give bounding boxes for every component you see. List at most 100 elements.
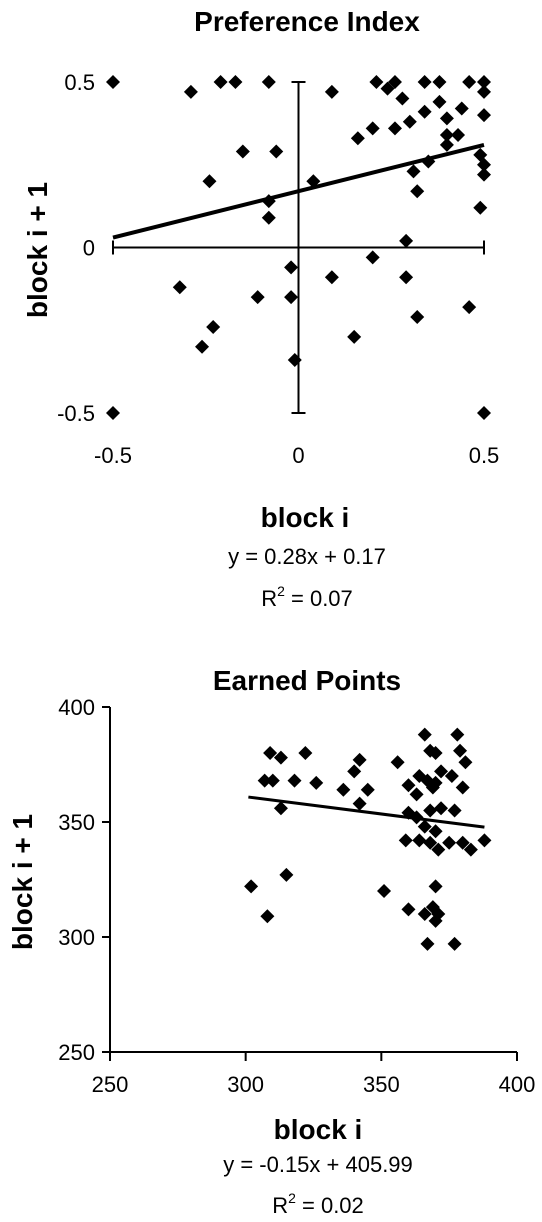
data-point [183, 84, 198, 99]
data-point [417, 75, 432, 89]
trendline-line [112, 142, 485, 240]
data-point [447, 803, 462, 818]
r-squared-exponent: 2 [288, 1190, 296, 1206]
data-point [287, 773, 302, 788]
regression-equation: y = -0.15x + 405.99 [223, 1152, 413, 1177]
y-tick-label: 400 [58, 695, 95, 720]
x-tick-label: 0.5 [469, 443, 500, 468]
data-point [261, 75, 276, 89]
data-point [463, 842, 478, 857]
data-point [390, 755, 405, 770]
data-point [352, 752, 367, 767]
y-axis-label: block i + 1 [22, 182, 53, 318]
y-tick-labels: 0.5 0 -0.5 [57, 70, 95, 426]
data-point [398, 833, 413, 848]
x-tick-labels: -0.5 0 0.5 [94, 443, 499, 468]
data-point [428, 879, 443, 894]
data-point [453, 743, 468, 758]
data-point [477, 406, 491, 420]
data-point [213, 75, 228, 89]
data-point [172, 280, 187, 295]
y-tick-label: -0.5 [57, 401, 95, 426]
x-tick-label: 0 [292, 443, 304, 468]
data-point [423, 803, 438, 818]
data-point [263, 746, 278, 760]
data-point [387, 75, 402, 89]
data-point [206, 319, 221, 334]
r-squared-prefix: R [272, 1193, 288, 1218]
y-tick-label: 300 [58, 925, 95, 950]
x-tick-label: 400 [499, 1072, 536, 1097]
data-point [369, 75, 384, 89]
data-point [409, 810, 424, 825]
regression-equation: y = 0.28x + 0.17 [228, 544, 386, 569]
data-point [462, 300, 477, 315]
data-point [360, 782, 375, 797]
data-point [477, 157, 491, 172]
x-tick-label: 350 [363, 1072, 400, 1097]
data-point [352, 796, 367, 811]
x-axis-label: block i [261, 502, 350, 533]
data-point [473, 200, 488, 215]
data-point [410, 310, 425, 325]
data-point [195, 339, 210, 354]
data-point [454, 101, 469, 116]
data-point [347, 764, 362, 779]
r-squared: R2 = 0.07 [261, 583, 353, 611]
data-point [410, 184, 425, 199]
trendline [248, 795, 485, 829]
data-point [401, 778, 416, 793]
data-point [406, 164, 421, 179]
data-point [432, 94, 447, 109]
data-point [428, 913, 443, 928]
r-squared-value: = 0.02 [296, 1193, 364, 1218]
data-point [235, 144, 250, 159]
data-point [336, 782, 351, 797]
data-point [417, 819, 432, 834]
data-point [402, 114, 417, 129]
data-point [106, 75, 120, 89]
trendline [112, 142, 485, 240]
y-axis-label: block i + 1 [7, 814, 38, 950]
y-tick-labels: 400 350 300 250 [58, 695, 95, 1065]
data-point [428, 746, 443, 760]
data-point [250, 290, 265, 305]
data-point [298, 746, 313, 760]
data-point [261, 210, 276, 225]
data-point [439, 127, 454, 142]
data-point [432, 75, 447, 89]
y-tick-label: 250 [58, 1040, 95, 1065]
data-point [399, 270, 414, 285]
data-point [377, 884, 392, 898]
axes [102, 706, 518, 1061]
data-point [401, 902, 416, 917]
data-point [417, 727, 432, 742]
data-point [477, 833, 492, 848]
x-axis-label: block i [274, 1114, 363, 1145]
data-point [451, 127, 466, 142]
axes [112, 81, 485, 414]
data-point [442, 835, 457, 850]
data-point [417, 907, 432, 921]
data-point [324, 270, 339, 285]
data-point [287, 353, 302, 368]
data-point [347, 329, 362, 344]
chart-title: Earned Points [213, 665, 401, 696]
data-point [380, 81, 395, 96]
chart-preference-index: Preference Index 0.5 0 -0.5 -0.5 0 0.5 block… [22, 6, 499, 611]
data-point [284, 290, 299, 305]
r-squared-exponent: 2 [277, 583, 285, 599]
data-point [431, 842, 446, 857]
data-point [420, 936, 435, 951]
data-point [423, 835, 438, 850]
data-point [458, 755, 473, 770]
data-point [447, 936, 462, 951]
data-point [434, 764, 449, 779]
x-tick-label: 300 [227, 1072, 264, 1097]
data-point [260, 909, 275, 924]
y-tick-label: 0.5 [64, 70, 95, 95]
data-point [412, 833, 427, 848]
data-point [279, 867, 294, 882]
